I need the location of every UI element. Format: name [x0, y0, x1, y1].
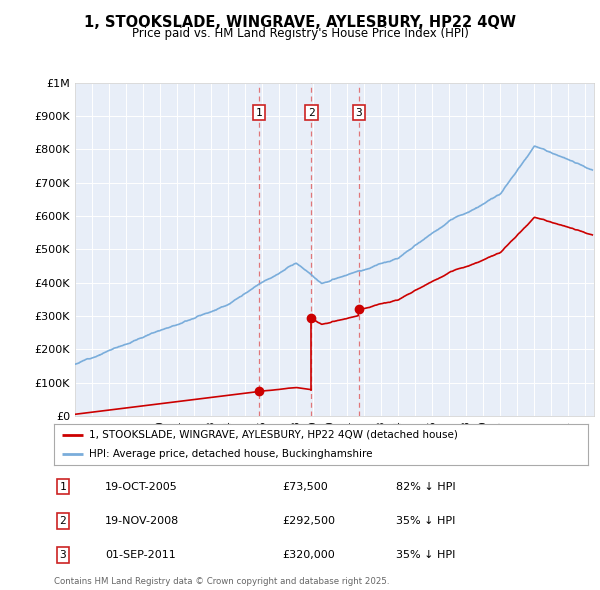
- Text: 82% ↓ HPI: 82% ↓ HPI: [396, 481, 455, 491]
- Text: 01-SEP-2011: 01-SEP-2011: [105, 550, 176, 560]
- Text: 2: 2: [308, 107, 315, 117]
- Text: £320,000: £320,000: [282, 550, 335, 560]
- Text: 1, STOOKSLADE, WINGRAVE, AYLESBURY, HP22 4QW (detached house): 1, STOOKSLADE, WINGRAVE, AYLESBURY, HP22…: [89, 430, 458, 440]
- Text: 35% ↓ HPI: 35% ↓ HPI: [396, 516, 455, 526]
- Text: 2: 2: [59, 516, 67, 526]
- Text: 3: 3: [355, 107, 362, 117]
- Text: 1: 1: [256, 107, 262, 117]
- Text: £73,500: £73,500: [282, 481, 328, 491]
- Text: £292,500: £292,500: [282, 516, 335, 526]
- Text: 1: 1: [59, 481, 67, 491]
- Text: Contains HM Land Registry data © Crown copyright and database right 2025.: Contains HM Land Registry data © Crown c…: [54, 578, 389, 586]
- Text: 35% ↓ HPI: 35% ↓ HPI: [396, 550, 455, 560]
- Text: 1, STOOKSLADE, WINGRAVE, AYLESBURY, HP22 4QW: 1, STOOKSLADE, WINGRAVE, AYLESBURY, HP22…: [84, 15, 516, 30]
- Text: HPI: Average price, detached house, Buckinghamshire: HPI: Average price, detached house, Buck…: [89, 449, 372, 459]
- Text: 19-NOV-2008: 19-NOV-2008: [105, 516, 179, 526]
- Text: 19-OCT-2005: 19-OCT-2005: [105, 481, 178, 491]
- Text: Price paid vs. HM Land Registry's House Price Index (HPI): Price paid vs. HM Land Registry's House …: [131, 27, 469, 40]
- Text: 3: 3: [59, 550, 67, 560]
